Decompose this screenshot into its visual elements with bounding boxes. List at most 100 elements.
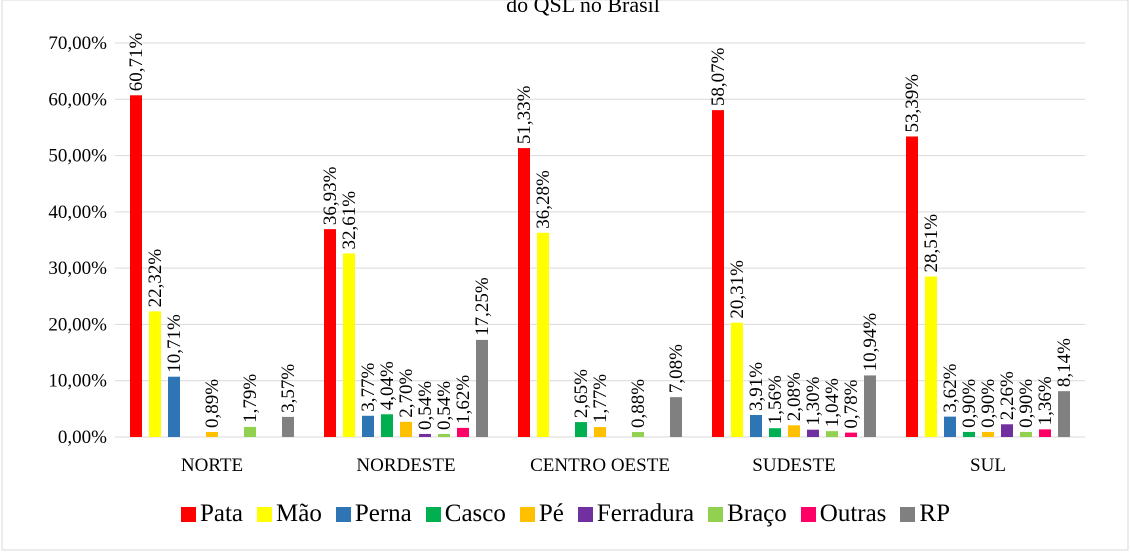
legend-swatch (577, 506, 593, 522)
legend-swatch (335, 506, 351, 522)
data-label: 3,91% (746, 362, 767, 411)
legend: Pata Mão Perna Casco Pé Ferradura Braço Outras R… (0, 500, 1131, 528)
legend-item: Outras (800, 500, 887, 528)
legend-item: RP (900, 500, 950, 528)
legend-swatch (900, 506, 916, 522)
data-label: 2,70% (396, 369, 417, 418)
data-label: 0,88% (628, 379, 649, 428)
data-label: 0,89% (202, 379, 223, 428)
legend-swatch (257, 506, 273, 522)
bar (925, 276, 937, 437)
bar (864, 375, 876, 437)
legend-swatch (180, 506, 196, 522)
legend-item: Pé (519, 500, 564, 528)
data-label: 4,04% (377, 361, 398, 410)
y-tick-label: 10,00% (48, 371, 107, 392)
legend-label: Perna (354, 500, 412, 527)
data-label: 36,28% (533, 170, 554, 229)
x-tick-label: SUDESTE (752, 455, 835, 476)
legend-item: Casco (425, 500, 506, 528)
bar (206, 431, 218, 437)
bar (149, 311, 161, 437)
bar (324, 229, 336, 437)
data-label: 1,77% (590, 374, 611, 423)
bar (982, 431, 994, 437)
legend-label: RP (919, 500, 951, 527)
data-label: 32,61% (339, 191, 360, 250)
bar (769, 428, 781, 437)
y-tick-label: 50,00% (48, 146, 107, 167)
data-label: 1,62% (453, 375, 474, 424)
bar (632, 432, 644, 437)
bar (419, 433, 431, 437)
bar (670, 397, 682, 437)
legend-item: Ferradura (577, 500, 694, 528)
data-label: 1,79% (240, 374, 261, 423)
bar (381, 414, 393, 437)
x-tick-label: SUL (970, 455, 1006, 476)
y-tick-label: 0,00% (58, 427, 107, 448)
bar (537, 232, 549, 437)
data-label: 58,07% (708, 47, 729, 106)
data-label: 28,51% (921, 214, 942, 273)
bar (1020, 431, 1032, 437)
bar (788, 425, 800, 437)
data-label: 17,25% (472, 277, 493, 336)
bar (963, 431, 975, 437)
x-tick-label: NORDESTE (356, 455, 455, 476)
data-label: 0,90% (978, 379, 999, 428)
bar (457, 427, 469, 437)
y-tick-label: 20,00% (48, 314, 107, 335)
data-label: 0,54% (434, 381, 455, 430)
legend-swatch (425, 506, 441, 522)
bar (594, 427, 606, 437)
y-tick-label: 60,00% (48, 89, 107, 110)
chart-title: do QSL no Brasil (506, 0, 660, 17)
data-label: 53,39% (902, 74, 923, 133)
data-label: 1,36% (1035, 376, 1056, 425)
bar (400, 421, 412, 437)
y-tick-label: 30,00% (48, 258, 107, 279)
data-label: 1,56% (765, 375, 786, 424)
data-label: 7,08% (666, 344, 687, 393)
legend-item: Mão (257, 500, 322, 528)
bar (282, 416, 294, 437)
legend-item: Perna (335, 500, 412, 528)
bar (712, 110, 724, 437)
bar (575, 422, 587, 437)
x-tick-label: NORTE (181, 455, 243, 476)
data-label: 2,65% (571, 369, 592, 418)
data-label: 0,90% (1016, 379, 1037, 428)
data-label: 3,62% (940, 363, 961, 412)
x-tick-label: CENTRO OESTE (530, 455, 670, 476)
legend-label: Outras (819, 500, 887, 527)
data-label: 0,78% (841, 379, 862, 428)
bar (807, 429, 819, 437)
data-label: 2,08% (784, 372, 805, 421)
bar (826, 431, 838, 437)
data-label: 51,33% (514, 85, 535, 144)
bar (1001, 424, 1013, 437)
legend-swatch (800, 506, 816, 522)
bar (731, 322, 743, 437)
data-label: 1,04% (822, 378, 843, 427)
bar (362, 415, 374, 437)
bar (244, 426, 256, 437)
data-label: 1,30% (803, 376, 824, 425)
bar (1039, 429, 1051, 437)
legend-swatch (519, 506, 535, 522)
data-label: 36,93% (320, 166, 341, 225)
bar (343, 253, 355, 437)
legend-label: Casco (444, 500, 506, 527)
bar (944, 416, 956, 437)
legend-item: Braço (708, 500, 787, 528)
legend-label: Pata (199, 500, 244, 527)
bar (906, 136, 918, 437)
bar (130, 95, 142, 437)
data-label: 0,54% (415, 381, 436, 430)
data-label: 3,77% (358, 363, 379, 412)
data-label: 10,71% (164, 314, 185, 373)
